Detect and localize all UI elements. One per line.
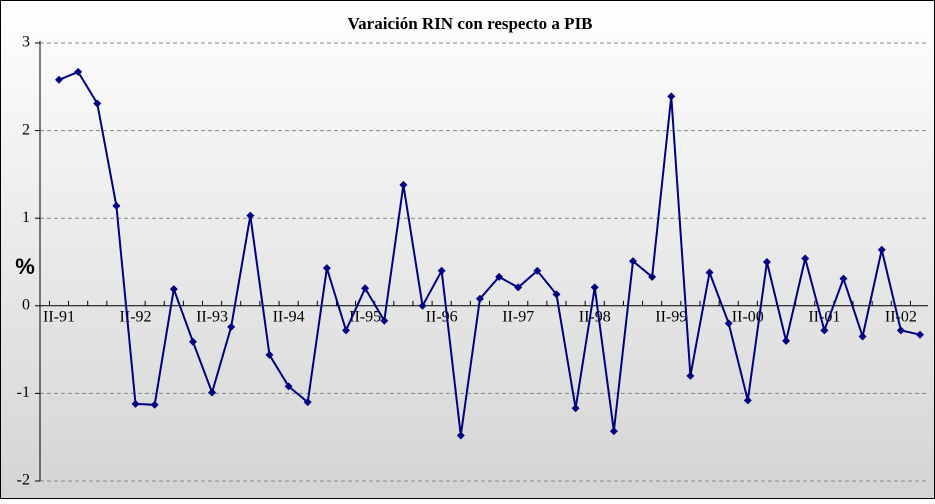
data-point: [150, 400, 159, 409]
data-point: [916, 330, 924, 339]
data-point: [686, 371, 695, 380]
x-tick-label: II-02: [885, 308, 917, 325]
chart-title: Varaición RIN con respecto a PIB: [347, 14, 592, 33]
data-point: [667, 92, 676, 101]
data-point: [820, 326, 829, 335]
data-point: [456, 431, 465, 440]
data-point: [131, 399, 140, 408]
data-point: [858, 332, 867, 341]
data-point: [590, 283, 599, 292]
data-point: [724, 319, 733, 328]
x-tick-label: II-97: [502, 308, 534, 325]
data-line: [58, 70, 921, 436]
data-point: [246, 211, 255, 220]
data-point: [629, 257, 637, 266]
data-point: [762, 258, 771, 266]
data-point: [399, 180, 408, 189]
y-tick-label: -2: [17, 472, 30, 489]
x-tick-label: II-95: [349, 308, 381, 325]
data-point: [571, 404, 580, 413]
data-point: [609, 427, 618, 436]
data-point: [437, 266, 446, 275]
x-tick-label: II-93: [196, 308, 228, 325]
data-point: [743, 396, 752, 405]
data-point: [265, 350, 274, 359]
data-point: [208, 388, 217, 397]
data-point: [514, 283, 523, 292]
y-tick-label: 2: [22, 121, 30, 138]
data-point: [877, 245, 886, 254]
x-tick-label: II-92: [120, 308, 152, 325]
data-point: [533, 266, 542, 275]
data-point: [303, 398, 312, 407]
data-point: [495, 272, 504, 281]
x-tick-label: II-00: [732, 308, 764, 325]
data-point: [322, 264, 331, 273]
data-point: [284, 382, 293, 391]
y-tick-label: 3: [22, 34, 30, 51]
data-point: [552, 290, 561, 299]
data-point: [475, 294, 484, 303]
data-point: [782, 336, 791, 345]
x-tick-label: II-01: [808, 308, 840, 325]
data-point: [896, 326, 905, 335]
x-tick-label: II-99: [655, 308, 687, 325]
data-point: [169, 285, 178, 294]
data-point: [227, 322, 236, 331]
data-point: [55, 75, 63, 84]
data-point: [648, 272, 657, 281]
data-point: [112, 201, 121, 210]
data-point: [380, 316, 389, 325]
x-tick-label: II-96: [426, 308, 458, 325]
data-point: [801, 254, 810, 263]
x-tick-label: II-98: [579, 308, 611, 325]
y-tick-label: -1: [17, 384, 30, 401]
y-tick-label: 1: [22, 209, 30, 226]
x-tick-label: II-94: [273, 308, 305, 325]
y-tick-label: 0: [22, 296, 30, 313]
data-point: [74, 67, 83, 76]
data-point: [839, 274, 848, 283]
data-point: [188, 337, 197, 346]
data-point: [705, 268, 714, 277]
data-point: [418, 301, 427, 310]
data-point: [361, 284, 370, 293]
data-point: [342, 326, 350, 335]
data-point: [93, 99, 102, 108]
x-tick-label: II-91: [43, 308, 75, 325]
y-axis-label: %: [15, 254, 35, 279]
